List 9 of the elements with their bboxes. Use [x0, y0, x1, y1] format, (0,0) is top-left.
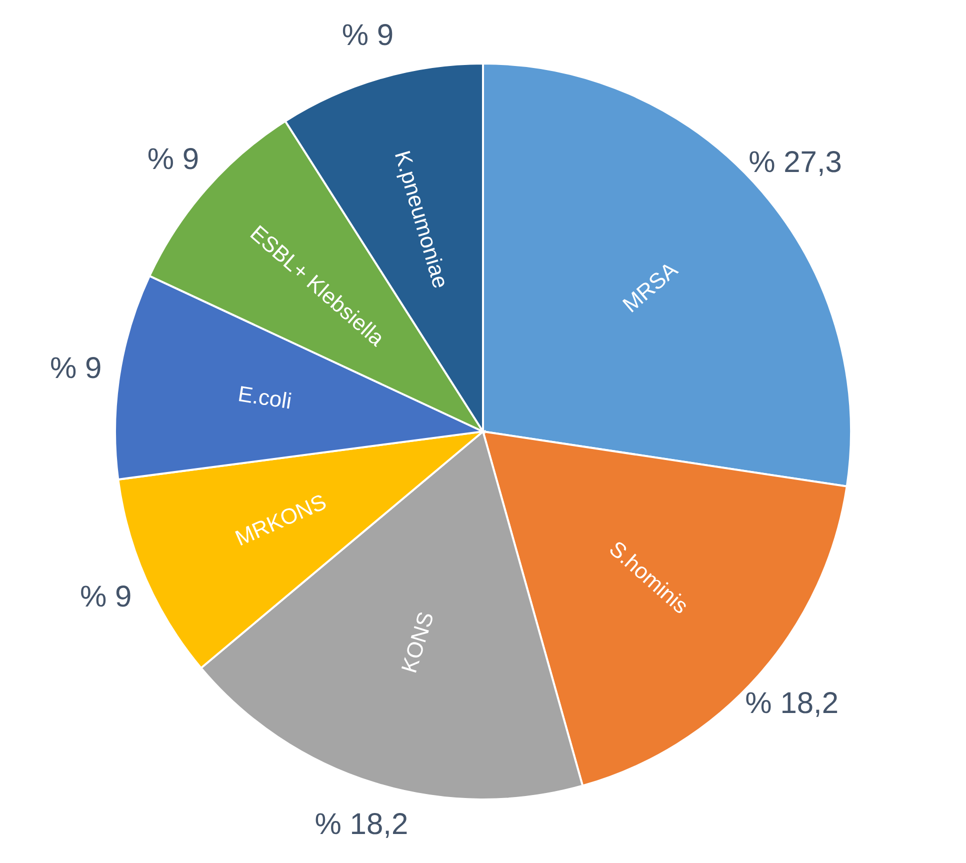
data-label: % 9 — [147, 142, 200, 176]
data-label: % 9 — [342, 18, 394, 52]
data-label: % 18,2 — [745, 687, 839, 720]
slice-label: E.coli — [236, 380, 294, 414]
data-label: % 9 — [80, 580, 132, 614]
data-label: % 9 — [50, 352, 102, 385]
data-label: % 18,2 — [314, 808, 408, 842]
data-label: % 27,3 — [748, 146, 842, 179]
slice-label: KONS — [396, 608, 439, 676]
